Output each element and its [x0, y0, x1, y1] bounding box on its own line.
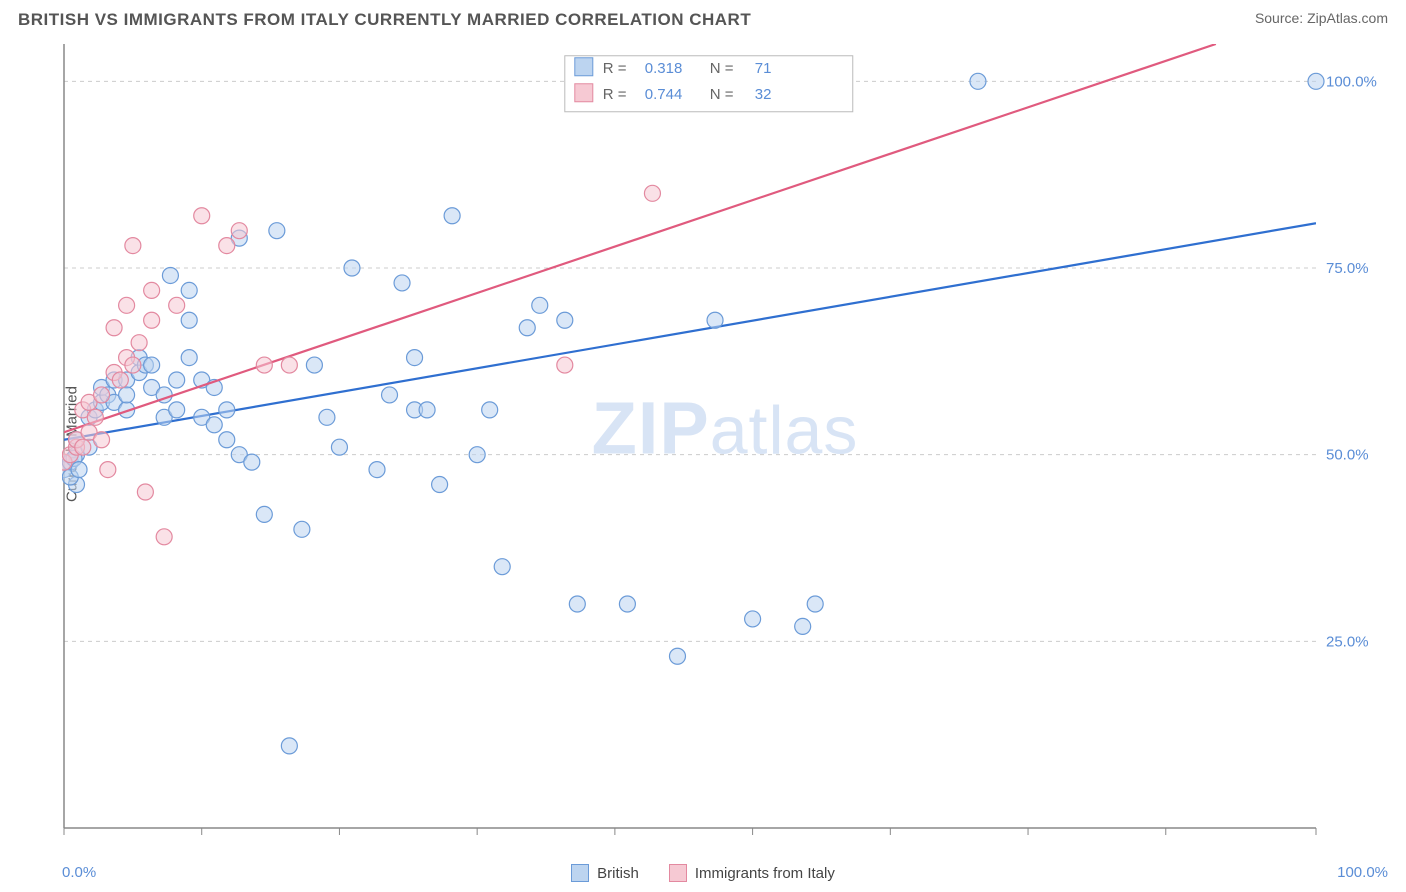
- svg-text:25.0%: 25.0%: [1326, 633, 1369, 650]
- svg-text:R =: R =: [603, 60, 627, 77]
- svg-text:R =: R =: [603, 86, 627, 103]
- svg-text:50.0%: 50.0%: [1326, 447, 1369, 464]
- legend-item-british: British: [571, 864, 639, 882]
- legend-label-british: British: [597, 865, 639, 882]
- bottom-legend: British Immigrants from Italy: [0, 864, 1406, 882]
- chart-svg: 25.0% 50.0% 75.0% 100.0% R = 0.318 N = 71 R = 0.7…: [62, 42, 1388, 846]
- legend-swatch-italy: [669, 864, 687, 882]
- svg-text:N =: N =: [710, 86, 734, 103]
- svg-text:0.744: 0.744: [645, 86, 683, 103]
- legend-swatch-british: [571, 864, 589, 882]
- svg-text:32: 32: [755, 86, 772, 103]
- svg-text:100.0%: 100.0%: [1326, 73, 1377, 90]
- svg-text:0.318: 0.318: [645, 60, 683, 77]
- legend-item-italy: Immigrants from Italy: [669, 864, 835, 882]
- svg-text:71: 71: [755, 60, 772, 77]
- chart-header: BRITISH VS IMMIGRANTS FROM ITALY CURRENT…: [0, 0, 1406, 36]
- chart-area: Currently Married ZIPatlas 25.0%50.0%75.…: [18, 42, 1388, 846]
- plot-area: ZIPatlas 25.0%50.0%75.0%100.0%R =0.318N …: [62, 42, 1388, 846]
- svg-text:75.0%: 75.0%: [1326, 260, 1369, 277]
- svg-text:N =: N =: [710, 60, 734, 77]
- chart-source: Source: ZipAtlas.com: [1255, 10, 1388, 26]
- legend-label-italy: Immigrants from Italy: [695, 865, 835, 882]
- chart-title: BRITISH VS IMMIGRANTS FROM ITALY CURRENT…: [18, 10, 751, 30]
